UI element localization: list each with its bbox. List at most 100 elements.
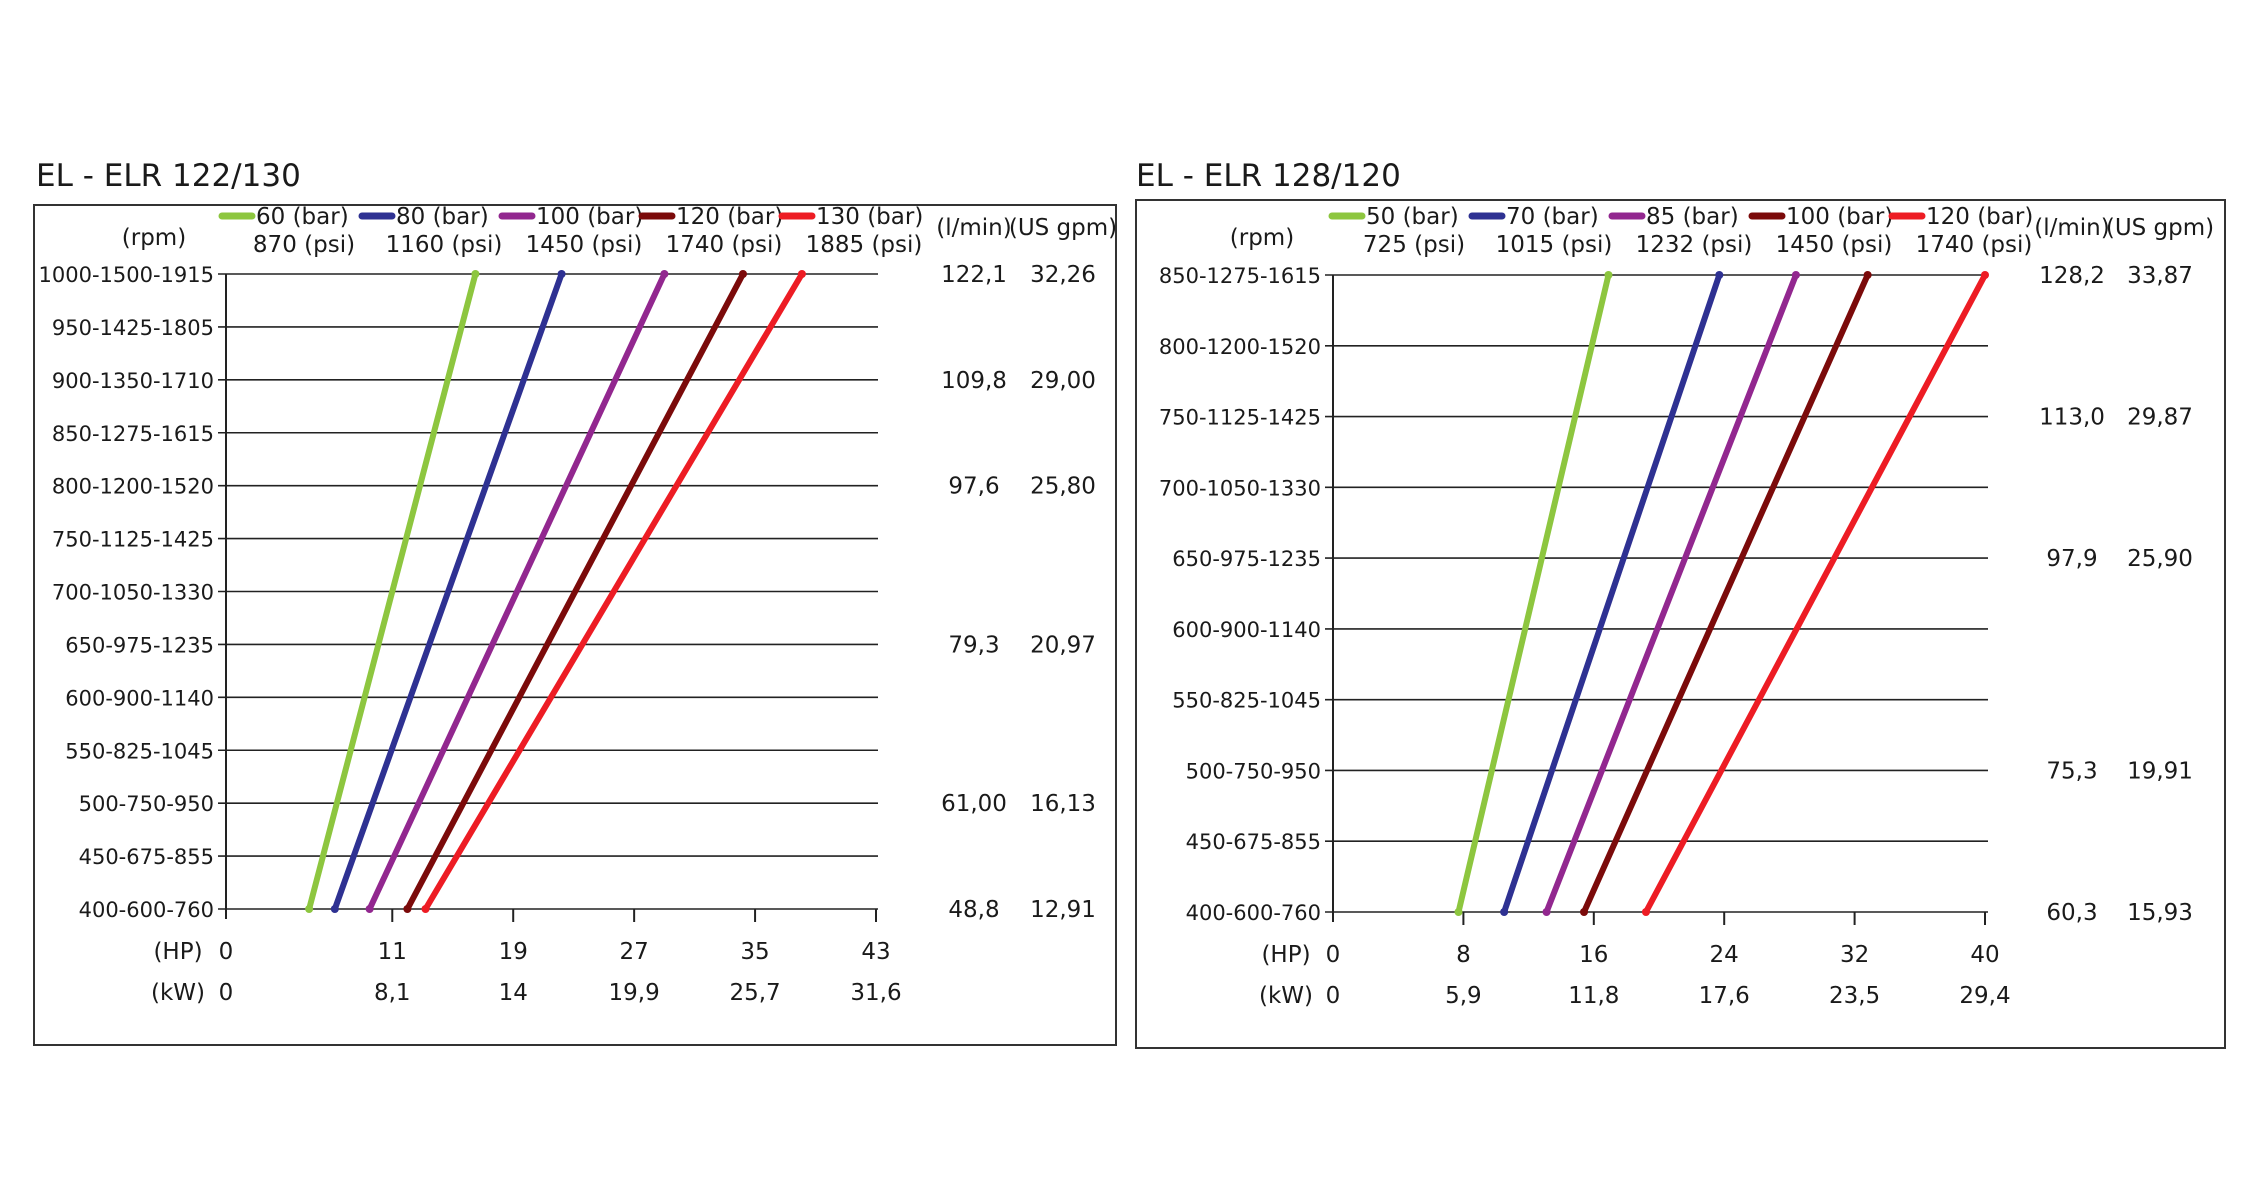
kw-unit-label: (kW) [1259,983,1313,1009]
legend-bar-label: 100 (bar) [536,204,643,230]
rpm-tick-label: 850-1275-1615 [1159,264,1321,288]
rpm-tick-label: 950-1425-1805 [52,316,214,340]
rpm-tick-label: 750-1125-1425 [1159,406,1321,430]
legend-psi-label: 1160 (psi) [386,232,503,258]
chart-el-elr-122-130: EL - ELR 122/130 (rpm) (l/min)(US gpm) (HP)… [33,158,1117,1046]
series-line [422,271,805,912]
legend-psi-label: 1740 (psi) [666,232,783,258]
hp-tick-label: 0 [1326,942,1341,968]
series-point [1791,271,1800,279]
series-line [1581,272,1871,915]
series-line [1501,272,1723,915]
gpm-value: 25,80 [1030,474,1096,500]
gpm-value: 29,00 [1030,368,1096,394]
series-point [421,905,430,913]
rpm-tick-label: 600-900-1140 [65,686,214,710]
legend-psi-label: 1885 (psi) [806,232,923,258]
chart-frame [1135,199,2226,1049]
series-line [1642,272,1988,915]
legend-bar-label: 80 (bar) [396,204,489,230]
kw-tick-label: 11,8 [1568,983,1619,1009]
chart-title: EL - ELR 128/120 [1136,158,1401,194]
hp-unit-label: (HP) [153,939,202,965]
legend-bar-label: 130 (bar) [816,204,923,230]
series-point [403,905,412,913]
series-point [1863,271,1872,279]
rpm-tick-label: 550-825-1045 [1172,689,1321,713]
series-point [1604,271,1613,279]
legend-bar-label: 60 (bar) [256,204,349,230]
chart-title: EL - ELR 122/130 [36,158,301,194]
series-point [1542,908,1551,916]
kw-tick-label: 0 [1326,983,1341,1009]
legend-psi-label: 1740 (psi) [1916,232,2033,258]
hp-tick-label: 8 [1456,942,1471,968]
lmin-value: 60,3 [2046,900,2097,926]
hp-tick-label: 19 [499,939,528,965]
hp-tick-label: 32 [1840,942,1869,968]
lmin-value: 109,8 [941,368,1007,394]
gpm-value: 19,91 [2127,758,2193,784]
kw-tick-label: 31,6 [850,980,901,1006]
kw-tick-label: 25,7 [729,980,780,1006]
legend-psi-label: 725 (psi) [1363,232,1465,258]
hp-tick-label: 40 [1970,942,1999,968]
lmin-value: 97,6 [948,474,999,500]
rpm-tick-label: 450-675-855 [1186,830,1321,854]
legend-psi-label: 1232 (psi) [1636,232,1753,258]
lmin-value: 113,0 [2039,405,2105,431]
lmin-value: 128,2 [2039,263,2105,289]
series-point [305,905,314,913]
series-point [1500,908,1509,916]
rpm-tick-label: 900-1350-1710 [52,369,214,393]
legend-bar-label: 50 (bar) [1366,204,1459,230]
gpm-value: 33,87 [2127,263,2193,289]
gpm-unit-label: (US gpm) [1009,215,1117,241]
series-line [1543,272,1799,915]
rpm-tick-label: 500-750-950 [79,792,214,816]
hp-tick-label: 24 [1710,942,1739,968]
rpm-tick-label: 600-900-1140 [1172,618,1321,642]
series-point [330,905,339,913]
kw-tick-label: 17,6 [1699,983,1750,1009]
series-point [660,270,669,278]
series-line [306,271,479,912]
hp-tick-label: 43 [861,939,890,965]
lmin-unit-label: (l/min) [936,215,1011,241]
rpm-unit-label: (rpm) [122,225,186,251]
rpm-tick-label: 650-975-1235 [65,633,214,657]
lmin-value: 61,00 [941,791,1007,817]
kw-tick-label: 0 [219,980,234,1006]
rpm-tick-label: 850-1275-1615 [52,422,214,446]
legend-psi-label: 1450 (psi) [526,232,643,258]
series-point [1981,271,1989,279]
rpm-tick-label: 400-600-760 [1186,901,1321,925]
gpm-value: 12,91 [1030,897,1096,923]
series-point [738,270,747,278]
gpm-value: 29,87 [2127,405,2193,431]
gpm-value: 15,93 [2127,900,2193,926]
rpm-tick-label: 450-675-855 [79,845,214,869]
lmin-value: 97,9 [2046,546,2097,572]
rpm-unit-label: (rpm) [1230,225,1294,251]
kw-tick-label: 29,4 [1959,983,2010,1009]
legend-bar-label: 70 (bar) [1506,204,1599,230]
rpm-tick-label: 550-825-1045 [65,739,214,763]
series-line [331,271,565,912]
gpm-value: 25,90 [2127,546,2193,572]
gpm-unit-label: (US gpm) [2106,215,2214,241]
kw-unit-label: (kW) [151,980,205,1006]
rpm-tick-label: 700-1050-1330 [52,581,214,605]
kw-tick-label: 5,9 [1445,983,1482,1009]
chart-el-elr-128-120: EL - ELR 128/120 (rpm) (l/min)(US gpm) (HP)… [1135,158,2226,1049]
kw-tick-label: 14 [499,980,528,1006]
legend-bar-label: 120 (bar) [676,204,783,230]
legend-bar-label: 120 (bar) [1926,204,2033,230]
lmin-unit-label: (l/min) [2034,215,2109,241]
kw-tick-label: 23,5 [1829,983,1880,1009]
series-line [404,271,746,912]
gpm-value: 20,97 [1030,632,1096,658]
series-point [1580,908,1589,916]
series-point [557,270,566,278]
lmin-value: 75,3 [2046,758,2097,784]
